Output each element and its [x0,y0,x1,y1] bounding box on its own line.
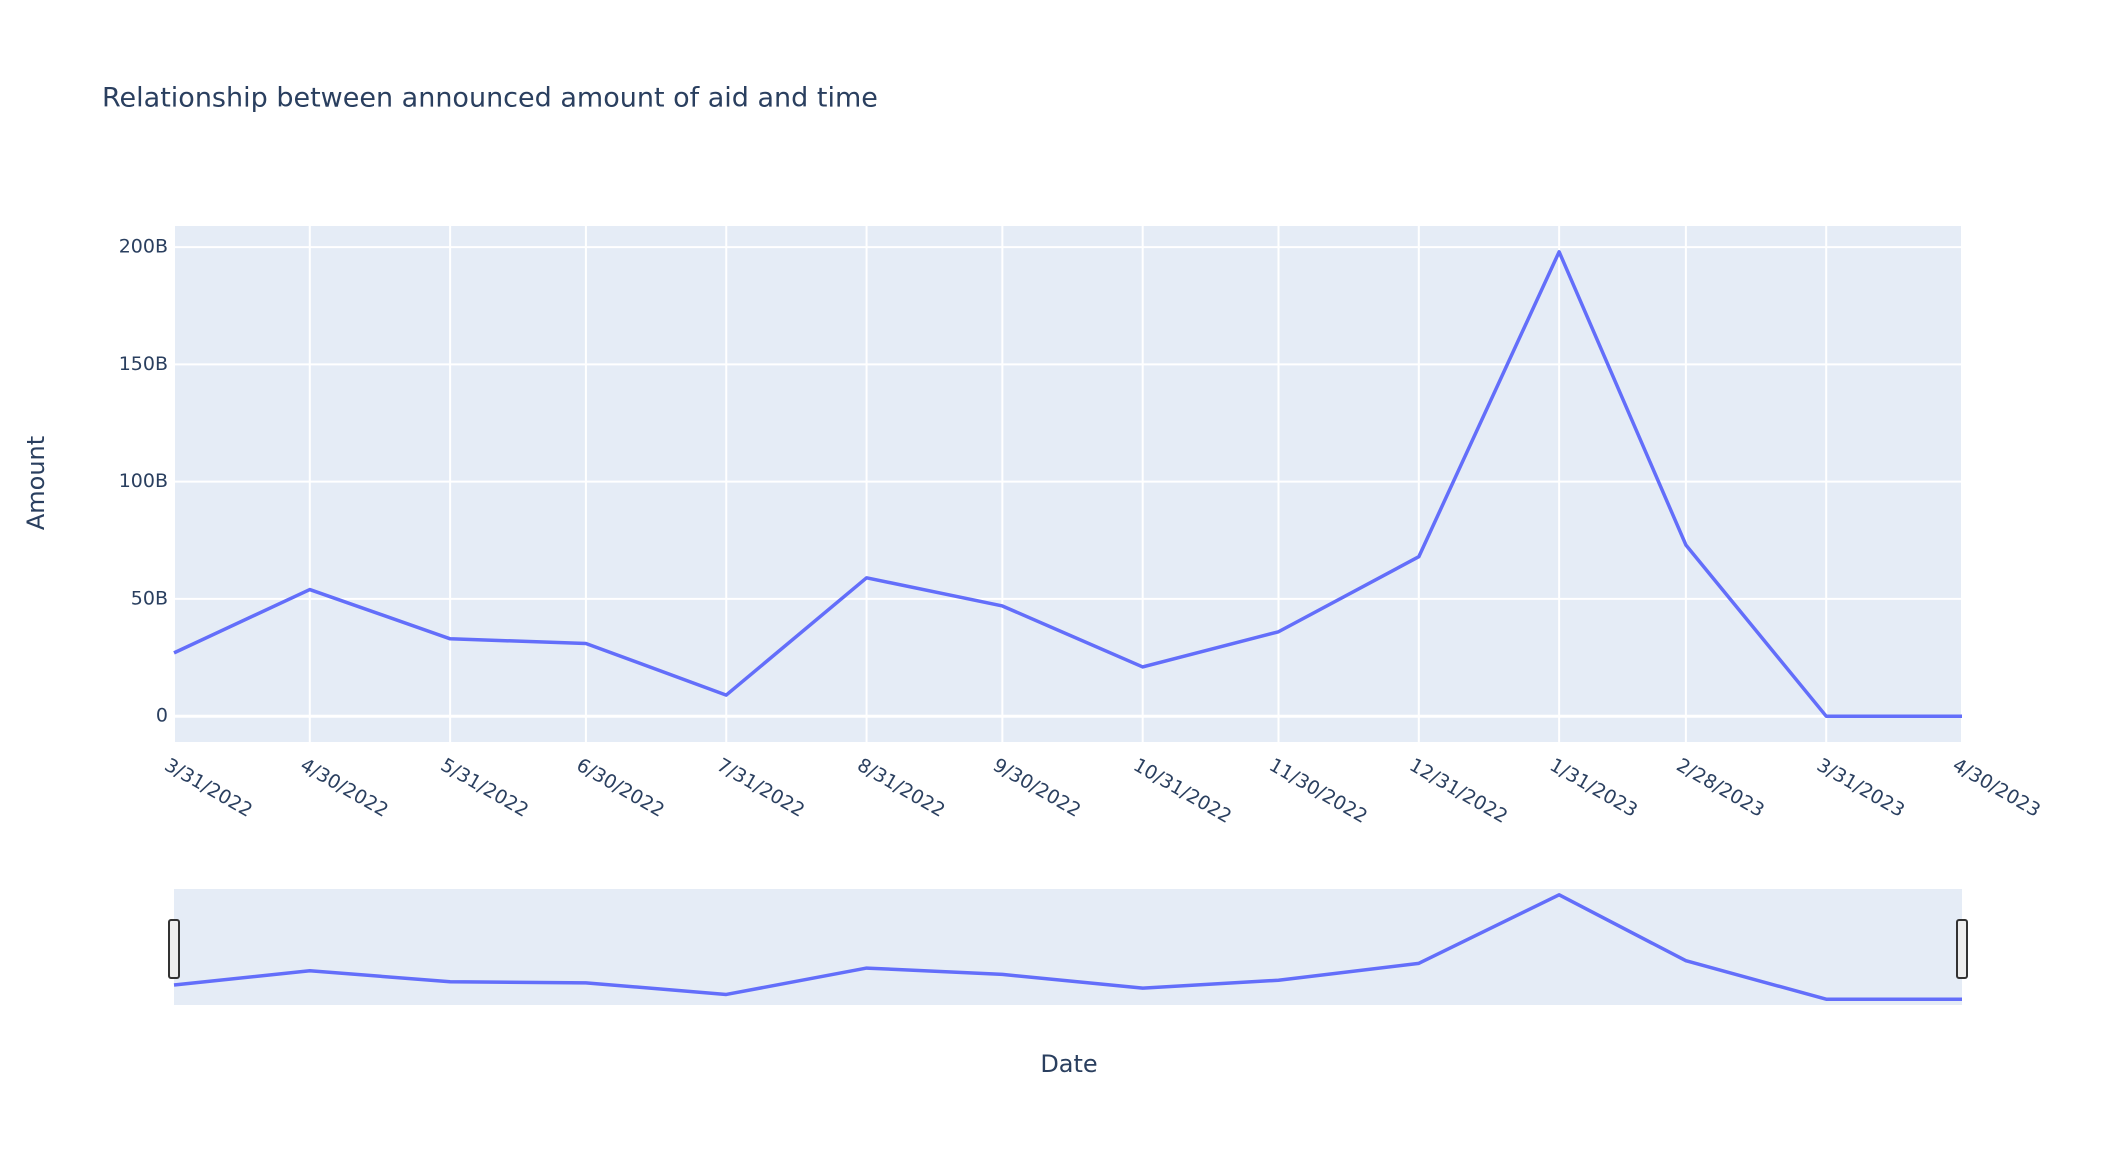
x-tick-label: 3/31/2023 [1813,754,1908,822]
x-tick-label: 4/30/2022 [297,754,392,822]
x-tick-label: 8/31/2022 [853,754,948,822]
x-tick-label: 5/31/2022 [437,754,532,822]
chart-title: Relationship between announced amount of… [102,83,878,114]
x-tick-label: 6/30/2022 [573,754,668,822]
slider-handle[interactable] [168,919,180,979]
plot-area [174,226,1962,742]
x-tick-label: 3/31/2022 [161,754,256,822]
y-tick-label: 0 [156,705,168,727]
x-tick-label: 9/30/2022 [989,754,1084,822]
x-tick-label: 1/31/2023 [1546,754,1641,822]
x-tick-label: 2/28/2023 [1673,754,1768,822]
y-axis-title: Amount [22,436,50,530]
series-line [173,250,1962,718]
y-tick-label: 100B [119,470,168,492]
x-tick-label: 10/31/2022 [1129,754,1235,828]
slider-handle[interactable] [1956,919,1968,979]
x-axis-title: Date [1040,1050,1097,1078]
slider-line [173,893,1962,1001]
x-tick-label: 4/30/2023 [1949,754,2044,822]
y-tick-label: 200B [119,236,168,258]
range-slider[interactable] [174,889,1962,1005]
x-tick-label: 11/30/2022 [1265,754,1371,828]
y-tick-label: 50B [131,587,168,609]
x-tick-label: 7/31/2022 [713,754,808,822]
x-tick-label: 12/31/2022 [1406,754,1512,828]
y-tick-label: 150B [119,353,168,375]
